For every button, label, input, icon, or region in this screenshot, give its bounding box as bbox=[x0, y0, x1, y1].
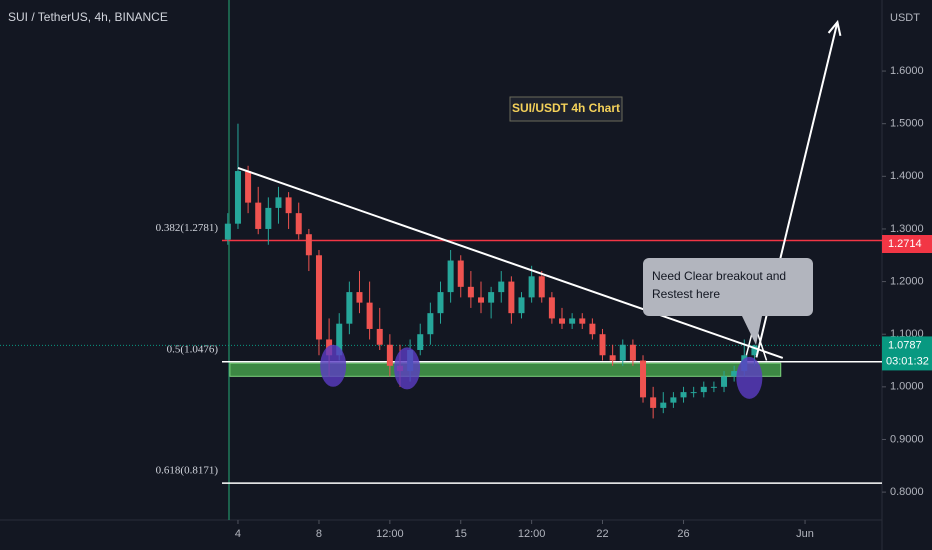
y-tick-label: 1.3000 bbox=[890, 223, 924, 235]
candle-body bbox=[315, 255, 322, 340]
alert-price-box bbox=[882, 235, 932, 253]
candle-body bbox=[710, 386, 717, 388]
candle-body bbox=[548, 297, 555, 319]
fib-label: 0.382(1.2781) bbox=[156, 222, 219, 234]
fib-label: 0.618(0.8171) bbox=[156, 465, 219, 477]
alert-price-label: 1.2714 bbox=[888, 238, 922, 250]
y-tick-label: 1.6000 bbox=[890, 65, 924, 77]
candle-body bbox=[650, 397, 657, 408]
candle-body bbox=[599, 334, 606, 356]
x-tick-label: 4 bbox=[235, 528, 241, 540]
trendline bbox=[237, 166, 784, 359]
candle-body bbox=[629, 344, 636, 361]
plot: 0.80000.90001.00001.10001.20001.30001.40… bbox=[0, 19, 932, 540]
candle-body bbox=[498, 281, 505, 293]
candle-body bbox=[285, 197, 292, 214]
y-tick-label: 1.4000 bbox=[890, 170, 924, 182]
chart-title: SUI / TetherUS, 4h, BINANCE bbox=[8, 10, 168, 24]
x-tick-label: Jun bbox=[796, 528, 814, 540]
annotation-box bbox=[509, 96, 623, 122]
candle-body bbox=[427, 313, 434, 335]
candle-body bbox=[447, 260, 454, 293]
x-tick-label: 26 bbox=[677, 528, 689, 540]
candle-body bbox=[386, 344, 393, 366]
candle-body bbox=[265, 207, 272, 229]
highlight-ellipse bbox=[394, 347, 421, 390]
candle-body bbox=[700, 386, 707, 393]
callout-tail bbox=[742, 316, 762, 345]
candle-body bbox=[224, 223, 231, 240]
candle-body bbox=[437, 292, 444, 314]
y-tick-label: 1.2000 bbox=[890, 275, 924, 287]
annotation-title: SUI/USDT 4h Chart bbox=[512, 101, 620, 115]
fib-label: 0.5(1.0476) bbox=[167, 343, 219, 355]
candle-body bbox=[721, 376, 728, 387]
callout-text: Restest here bbox=[652, 287, 720, 301]
candle-body bbox=[417, 334, 424, 350]
countdown-label: 03:01:32 bbox=[886, 355, 929, 367]
candle-body bbox=[680, 392, 687, 398]
last-price-box bbox=[882, 336, 932, 371]
callout: Need Clear breakout and Restest here bbox=[643, 258, 813, 345]
arrow-head bbox=[827, 19, 842, 37]
candle-body bbox=[508, 281, 515, 314]
candle-body bbox=[477, 297, 484, 303]
candle-body bbox=[690, 392, 697, 394]
candle-body bbox=[295, 213, 302, 235]
y-unit: USDT bbox=[890, 12, 920, 24]
candle-body bbox=[751, 345, 758, 356]
x-tick-label: 12:00 bbox=[376, 528, 404, 540]
candle-body bbox=[670, 397, 677, 403]
candle-body bbox=[457, 260, 464, 287]
candle-body bbox=[255, 202, 262, 229]
candle-body bbox=[245, 171, 252, 203]
candle-body bbox=[488, 292, 495, 303]
x-tick-label: 12:00 bbox=[518, 528, 546, 540]
candle-body bbox=[660, 402, 667, 408]
y-tick-label: 0.9000 bbox=[890, 433, 924, 445]
candle-body bbox=[579, 318, 586, 324]
candle-body bbox=[346, 292, 353, 324]
candle-body bbox=[589, 323, 596, 335]
last-price-label: 1.0787 bbox=[888, 339, 922, 351]
y-tick-label: 1.0000 bbox=[890, 381, 924, 393]
candle-body bbox=[559, 318, 566, 324]
candle-body bbox=[467, 286, 474, 298]
support-zone bbox=[229, 362, 782, 377]
callout-box bbox=[643, 258, 813, 316]
candle-body bbox=[305, 234, 312, 256]
x-tick-label: 15 bbox=[455, 528, 467, 540]
candle-body bbox=[366, 302, 373, 329]
candle-body bbox=[336, 323, 343, 356]
candle-body bbox=[609, 355, 616, 361]
candle-body bbox=[234, 171, 241, 224]
candle-body bbox=[731, 371, 738, 377]
candle-body bbox=[376, 328, 383, 345]
x-tick-label: 22 bbox=[596, 528, 608, 540]
y-tick-label: 1.5000 bbox=[890, 118, 924, 130]
candle-body bbox=[640, 360, 647, 398]
candle-body bbox=[518, 297, 525, 314]
y-tick-label: 0.8000 bbox=[890, 486, 924, 498]
highlight-ellipse bbox=[320, 344, 347, 387]
candle-body bbox=[356, 292, 363, 303]
candle-body bbox=[569, 318, 576, 324]
candle-body bbox=[275, 197, 282, 208]
x-tick-label: 8 bbox=[316, 528, 322, 540]
candle-body bbox=[538, 276, 545, 298]
highlight-ellipse bbox=[736, 356, 763, 399]
candle-body bbox=[619, 344, 626, 361]
callout-text: Need Clear breakout and bbox=[652, 269, 786, 283]
candle-body bbox=[528, 276, 535, 298]
